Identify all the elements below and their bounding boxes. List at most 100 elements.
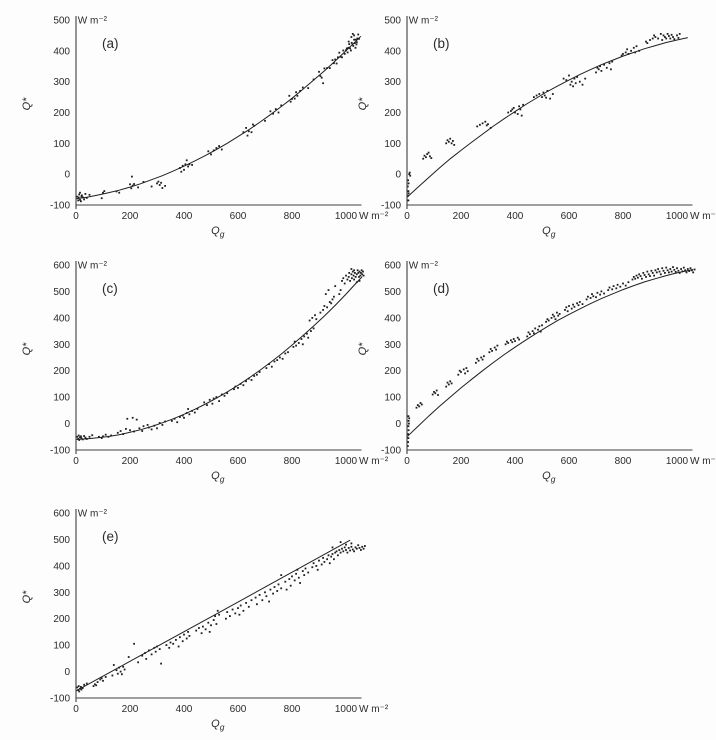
y-tick-label: -100 [50, 694, 70, 705]
data-point [345, 543, 347, 546]
data-point [312, 562, 315, 565]
data-point [307, 571, 310, 574]
data-point [83, 435, 85, 437]
data-point [335, 550, 338, 553]
data-point [335, 62, 338, 65]
data-point [181, 414, 184, 417]
data-point [202, 625, 204, 628]
y-tick-label: 500 [53, 535, 70, 546]
x-tick-label: 0 [404, 211, 410, 222]
data-point [541, 324, 543, 327]
data-point [506, 340, 508, 343]
y-tick-label: 0 [64, 170, 70, 181]
y-tick-label: 100 [53, 641, 70, 652]
data-point [510, 339, 512, 342]
data-point [342, 277, 345, 280]
data-point [102, 679, 104, 682]
data-point [280, 587, 283, 590]
data-point [345, 549, 347, 551]
data-point [96, 681, 99, 683]
data-point [80, 437, 83, 439]
data-point [608, 62, 611, 65]
data-point [533, 332, 535, 335]
data-point [100, 437, 103, 439]
y-tick-label: 300 [384, 340, 401, 351]
data-point [78, 690, 81, 693]
data-point [357, 544, 360, 547]
data-point [277, 583, 280, 586]
y-tick-label: 500 [384, 16, 401, 27]
data-point [304, 567, 307, 570]
data-point [416, 404, 419, 406]
data-point [356, 269, 359, 272]
data-point [148, 426, 150, 429]
y-axis-title: Q* [357, 342, 369, 356]
data-point [434, 392, 437, 395]
data-point [131, 175, 133, 178]
data-point [677, 269, 680, 272]
data-point [119, 670, 122, 673]
data-point [315, 565, 318, 567]
x-axis-unit-label: W m⁻² [359, 211, 389, 222]
data-point [338, 549, 341, 551]
data-point [193, 411, 196, 414]
panel-letter: (c) [102, 281, 118, 296]
data-point [234, 612, 237, 615]
data-point [207, 150, 210, 153]
data-point [360, 549, 362, 551]
data-point [112, 664, 115, 666]
data-point [250, 379, 253, 381]
data-point [556, 311, 558, 314]
data-point [328, 562, 331, 565]
y-tick-label: -100 [381, 201, 401, 212]
data-point [635, 274, 638, 277]
data-point [626, 48, 628, 51]
y-tick-label: -100 [50, 446, 70, 457]
data-point [176, 421, 179, 424]
data-point [331, 59, 334, 61]
data-point [460, 371, 462, 373]
data-point [254, 596, 257, 599]
data-point [611, 288, 614, 291]
data-point [345, 274, 347, 277]
data-point [289, 100, 292, 103]
data-point [91, 434, 94, 437]
data-point [161, 187, 164, 189]
data-point [188, 635, 191, 637]
data-point [550, 317, 553, 319]
data-point [115, 190, 118, 193]
data-point [597, 68, 600, 71]
data-point [362, 547, 365, 550]
data-point [684, 269, 686, 272]
data-point [333, 62, 335, 65]
data-point [156, 182, 158, 185]
fit-curve [75, 276, 363, 440]
data-point [647, 273, 650, 276]
data-point [323, 561, 326, 563]
data-point [131, 416, 134, 419]
data-point [339, 55, 342, 58]
data-point [331, 553, 334, 555]
data-point [430, 157, 433, 159]
data-point [318, 559, 320, 562]
data-point [354, 42, 356, 44]
data-point [507, 111, 510, 114]
data-point [453, 144, 456, 146]
data-point [208, 631, 211, 633]
data-point [179, 416, 181, 418]
data-point [645, 276, 647, 278]
data-point [514, 340, 516, 342]
data-point [465, 367, 468, 369]
data-point [195, 629, 198, 632]
data-point [669, 37, 672, 40]
y-tick-label: 300 [53, 588, 70, 599]
data-point [299, 582, 301, 584]
data-point [314, 314, 316, 317]
data-point [407, 179, 409, 182]
data-point [331, 298, 334, 301]
data-point [116, 672, 119, 675]
data-point [291, 98, 293, 100]
data-point [666, 269, 669, 272]
data-point [520, 114, 523, 117]
